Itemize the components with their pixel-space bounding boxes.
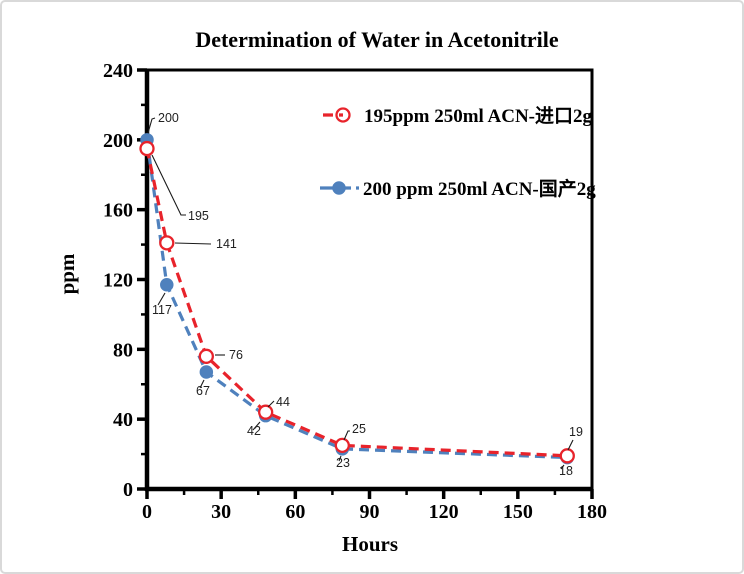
point-value-label: 23 xyxy=(336,456,350,470)
data-point-marker xyxy=(198,348,214,364)
axis-ticks-group: 0 40 80 120 160 200 240 0 30 60 90 120 150 180 xyxy=(103,60,607,523)
legend-label-imported: 195ppm 250ml ACN-进口2g xyxy=(364,105,593,127)
x-tick-label: 150 xyxy=(503,501,533,523)
callout-leader xyxy=(267,400,275,408)
point-value-label: 195 xyxy=(188,209,209,223)
point-value-label: 141 xyxy=(216,237,237,251)
callout-leader xyxy=(174,242,212,245)
legend-marker-imported-circle xyxy=(335,107,351,123)
data-point-marker xyxy=(160,277,174,292)
data-point-marker xyxy=(159,235,175,251)
y-tick-label: 160 xyxy=(103,200,133,222)
x-tick-label: 90 xyxy=(360,501,380,523)
data-series-group xyxy=(139,133,575,465)
y-tick-label: 0 xyxy=(123,479,133,501)
chart-title: Determination of Water in Acetonitrile xyxy=(195,27,559,52)
callout-leader xyxy=(343,430,350,441)
point-value-label: 19 xyxy=(569,425,583,439)
y-tick-label: 240 xyxy=(103,60,133,82)
x-tick-label: 30 xyxy=(211,501,231,523)
callout-leader xyxy=(252,421,261,431)
plot-frame-group xyxy=(144,68,594,492)
y-tick-label: 120 xyxy=(103,270,133,292)
y-tick-label: 40 xyxy=(113,409,133,431)
x-axis-title: Hours xyxy=(342,532,398,556)
callout-leader xyxy=(157,292,166,306)
y-tick-label: 80 xyxy=(113,339,133,361)
x-tick-label: 60 xyxy=(285,501,305,523)
point-value-label: 25 xyxy=(352,422,366,436)
x-tick-label: 180 xyxy=(577,501,607,523)
callout-leader xyxy=(560,464,565,470)
point-value-label: 42 xyxy=(247,424,261,438)
data-point-marker xyxy=(139,140,155,157)
callout-leader xyxy=(567,439,574,451)
legend-label-domestic: 200 ppm 250ml ACN-国产2g xyxy=(363,177,596,200)
x-tick-label: 120 xyxy=(429,501,459,523)
series-line-imported xyxy=(145,148,568,458)
point-value-label: 67 xyxy=(196,384,210,398)
y-tick-label: 200 xyxy=(103,130,133,152)
callout-leader xyxy=(147,117,156,134)
data-point-marker xyxy=(334,437,350,454)
point-value-label: 200 xyxy=(158,111,179,125)
data-point-marker xyxy=(258,404,274,420)
y-axis-title: ppm xyxy=(55,253,79,294)
point-value-label: 44 xyxy=(276,395,290,409)
point-value-label: 76 xyxy=(229,348,243,362)
plot-frame xyxy=(145,68,594,491)
point-callouts-group: 195 141 76 44 25 19 200 117 67 42 23 18 xyxy=(147,111,583,478)
point-value-label: 117 xyxy=(152,303,172,317)
callout-leader xyxy=(199,379,205,389)
x-tick-label: 0 xyxy=(142,501,152,523)
data-point-marker xyxy=(559,448,575,464)
data-point-marker xyxy=(199,365,214,379)
callout-leader xyxy=(151,154,186,216)
point-value-label: 18 xyxy=(559,464,573,478)
series-line-domestic xyxy=(145,139,568,460)
legend-markers-group xyxy=(320,107,359,195)
callout-leader xyxy=(338,455,342,462)
legend-marker-domestic-circle xyxy=(332,181,346,195)
legend: 195ppm 250ml ACN-进口2g 200 ppm 250ml ACN-… xyxy=(363,105,596,200)
